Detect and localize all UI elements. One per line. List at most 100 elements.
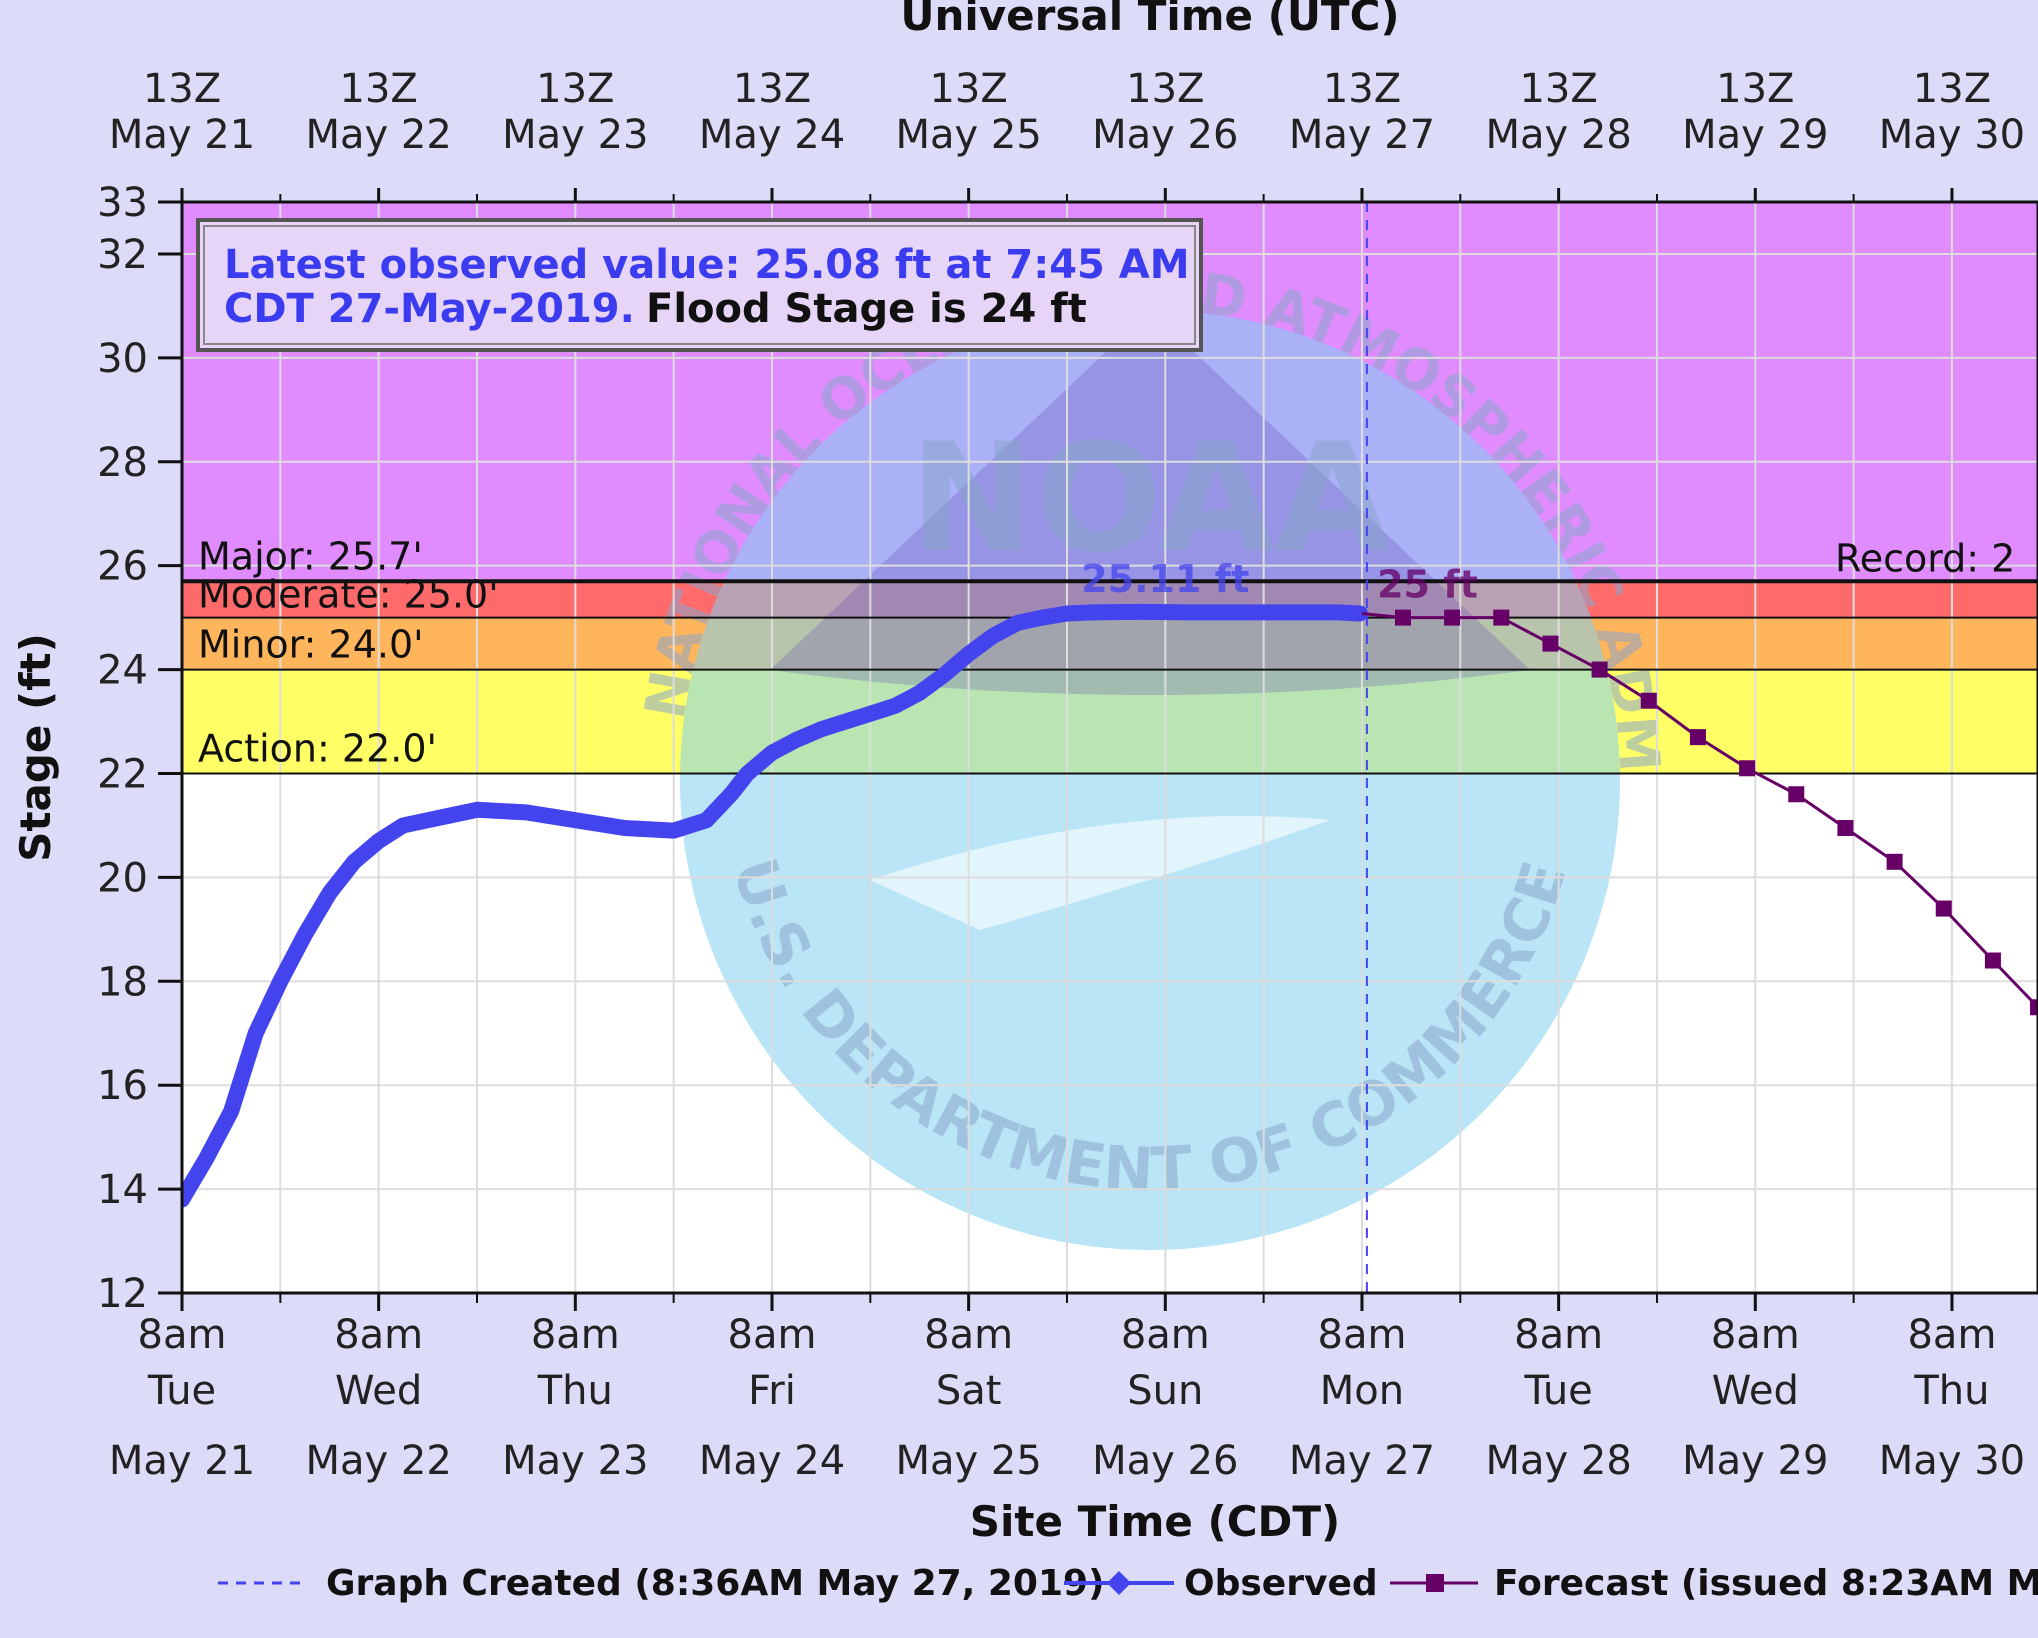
top-tick-label-line1: 13Z (929, 66, 1007, 112)
legend-forecast-label: Forecast (issued 8:23AM Ma (1494, 1563, 2038, 1604)
plot-border (180, 200, 2038, 1295)
forecast-point (1739, 760, 1756, 777)
forecast-point (1837, 820, 1854, 837)
y-tick-label: 26 (97, 544, 148, 590)
y-tick-label: 30 (97, 336, 148, 382)
band-label-minor: Minor: 24.0' (198, 623, 424, 667)
bottom-tick-label-time: 8am (1121, 1312, 1210, 1358)
top-tick-label-line2: May 27 (1289, 112, 1435, 158)
y-tick-label: 33 (97, 180, 148, 226)
legend-forecast-marker (1426, 1574, 1444, 1592)
observed-series-line (182, 603, 1368, 1208)
info-box-frame (196, 218, 1203, 352)
band-label-major: Major: 25.7' (198, 534, 423, 578)
top-tick-label-line2: May 21 (109, 112, 255, 158)
top-axis-title: Universal Time (UTC) (900, 0, 1399, 40)
peak-label-forecast: 25 ft (1377, 563, 1478, 607)
watermark-disc (680, 310, 1620, 1250)
info-observed-date: CDT 27-May-2019. (224, 286, 635, 332)
top-tick-label-line1: 13Z (143, 66, 221, 112)
bottom-tick-label-time: 8am (531, 1312, 620, 1358)
forecast-point (1591, 661, 1608, 678)
y-tick-label: 32 (97, 232, 148, 278)
bottom-tick-label-date: May 21 (109, 1438, 255, 1484)
bottom-tick-label-weekday: Wed (1712, 1368, 1799, 1414)
top-tick-label-line1: 13Z (1913, 66, 1991, 112)
y-tick-label: 28 (97, 440, 148, 486)
top-tick-label-line1: 13Z (536, 66, 614, 112)
top-tick-label-line2: May 24 (699, 112, 845, 158)
forecast-point (1493, 609, 1510, 626)
top-tick-label-line2: May 30 (1879, 112, 2025, 158)
bottom-tick-label-weekday: Tue (1523, 1368, 1592, 1414)
bottom-tick-label-weekday: Fri (748, 1368, 796, 1414)
info-box: Latest observed value: 25.08 ft at 7:45 … (196, 218, 1203, 352)
top-tick-label-line2: May 23 (502, 112, 648, 158)
bottom-tick-label-date: May 23 (502, 1438, 648, 1484)
top-tick-label-line2: May 26 (1092, 112, 1238, 158)
peak-label-observed: 25.11 ft (1081, 557, 1249, 601)
legend: Graph Created (8:36AM May 27, 2019) Obser… (218, 1563, 2038, 1604)
bottom-tick-label-time: 8am (1711, 1312, 1800, 1358)
record-label: Record: 2 (1835, 536, 2015, 580)
bottom-tick-label-time: 8am (924, 1312, 1013, 1358)
top-tick-label-line1: 13Z (1323, 66, 1401, 112)
forecast-point (1394, 609, 1411, 626)
forecast-markers (1394, 609, 2038, 1016)
top-tick-label-line1: 13Z (1519, 66, 1597, 112)
forecast-point (1984, 952, 2001, 969)
legend-observed-marker (1107, 1571, 1131, 1595)
y-tick-label: 12 (97, 1271, 148, 1317)
bottom-tick-label-time: 8am (138, 1312, 227, 1358)
y-tick-label: 20 (97, 855, 148, 901)
bottom-tick-label-weekday: Sat (936, 1368, 1002, 1414)
bottom-tick-label-date: May 30 (1879, 1438, 2025, 1484)
y-tick-label: 16 (97, 1063, 148, 1109)
bottom-tick-label-date: May 25 (895, 1438, 1041, 1484)
info-flood-stage: Flood Stage is 24 ft (646, 286, 1087, 332)
y-tick-label: 18 (97, 959, 148, 1005)
legend-observed-label: Observed (1184, 1563, 1378, 1604)
bottom-tick-label-date: May 26 (1092, 1438, 1238, 1484)
bottom-tick-label-date: May 28 (1485, 1438, 1631, 1484)
y-tick-label: 22 (97, 751, 148, 797)
bottom-tick-label-weekday: Thu (537, 1368, 613, 1414)
top-tick-label-line1: 13Z (1716, 66, 1794, 112)
top-tick-label-line1: 13Z (1126, 66, 1204, 112)
top-tick-label-line2: May 22 (306, 112, 452, 158)
bottom-tick-label-time: 8am (1907, 1312, 1996, 1358)
forecast-point (1886, 853, 1903, 870)
top-tick-label-line1: 13Z (340, 66, 418, 112)
band-label-moderate: Moderate: 25.0' (198, 573, 499, 617)
forecast-point (1542, 635, 1559, 652)
y-tick-label: 14 (97, 1167, 148, 1213)
watermark-bird-wing (870, 816, 1330, 930)
bottom-tick-label-time: 8am (1514, 1312, 1603, 1358)
bottom-tick-label-date: May 27 (1289, 1438, 1435, 1484)
band-label-action: Action: 22.0' (198, 726, 437, 770)
watermark-bird-top (770, 310, 1530, 695)
bottom-tick-label-weekday: Mon (1320, 1368, 1404, 1414)
bottom-tick-label-time: 8am (728, 1312, 817, 1358)
bottom-tick-label-weekday: Wed (335, 1368, 422, 1414)
forecast-point (1444, 609, 1461, 626)
bottom-tick-label-date: May 22 (306, 1438, 452, 1484)
top-tick-label-line2: May 28 (1485, 112, 1631, 158)
bottom-tick-label-date: May 29 (1682, 1438, 1828, 1484)
top-tick-label-line2: May 29 (1682, 112, 1828, 158)
y-tick-label: 24 (97, 648, 148, 694)
forecast-point (1640, 692, 1657, 709)
forecast-point (1689, 729, 1706, 746)
bottom-tick-label-date: May 24 (699, 1438, 845, 1484)
watermark-center-text: NOAA (909, 412, 1390, 586)
info-latest-observed: Latest observed value: 25.08 ft at 7:45 … (224, 242, 1190, 288)
forecast-point (1788, 786, 1805, 803)
bottom-tick-label-weekday: Tue (147, 1368, 216, 1414)
bottom-axis-title: Site Time (CDT) (970, 1497, 1340, 1546)
top-tick-label-line1: 13Z (733, 66, 811, 112)
y-axis-title: Stage (ft) (11, 633, 60, 862)
bottom-tick-label-time: 8am (334, 1312, 423, 1358)
forecast-point (1935, 900, 1952, 917)
